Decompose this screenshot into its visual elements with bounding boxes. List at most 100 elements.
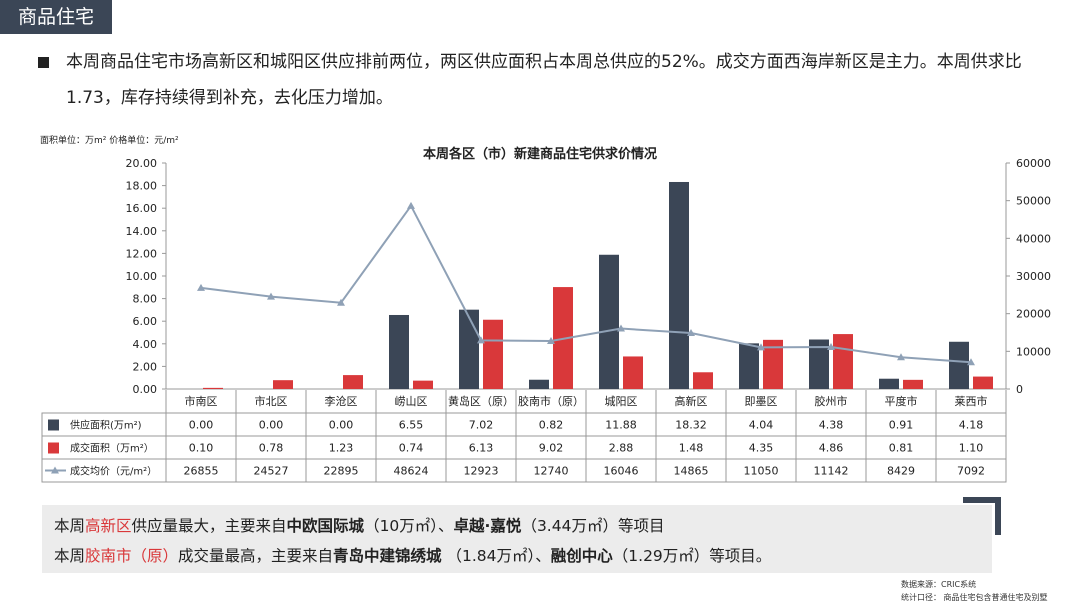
note-text: （10万㎡）、 (364, 517, 454, 535)
y-left-tick-label: 10.00 (126, 270, 158, 283)
y-right-tick-label: 20000 (1016, 308, 1051, 321)
y-right-tick-label: 0 (1016, 383, 1023, 396)
note-line-2: 本周胶南市（原）成交量最高，主要来自青岛中建锦绣城 （1.84万㎡）、融创中心（… (54, 544, 771, 566)
data-label: 0.00 (329, 419, 354, 432)
data-label: 48624 (394, 465, 429, 478)
legend-swatch-marker (51, 466, 59, 474)
price-line (200, 203, 972, 364)
y-right-tick-label: 40000 (1016, 232, 1051, 245)
data-label: 0.81 (889, 442, 914, 455)
data-label: 1.48 (679, 442, 704, 455)
note-project: 融创中心 (550, 547, 613, 565)
chart-axes: 0.00 2.00 4.00 6.00 8.00 10.00 12.00 14.00 16.00… (126, 157, 1052, 396)
supply-bar (669, 181, 689, 389)
data-label: 11.88 (605, 419, 637, 432)
data-source-footnote: 数据来源：CRIC系统 (901, 580, 977, 589)
x-tick-label: 市南区 (185, 394, 218, 408)
data-label: 6.55 (399, 419, 424, 432)
supply-bar (879, 378, 899, 389)
summary-text: 本周商品住宅市场高新区和城阳区供应排前两位，两区供应面积占本周总供应的52%。成… (66, 52, 1022, 108)
x-tick-label: 黄岛区（原） (448, 394, 514, 408)
data-label: 8429 (887, 465, 915, 478)
price-marker (267, 292, 275, 300)
scope-footnote: 统计口径： 商品住宅包含普通住宅及别墅 (901, 593, 1048, 602)
data-label: 9.02 (539, 442, 564, 455)
data-label: 11050 (744, 465, 779, 478)
note-text: 本周 (54, 517, 86, 535)
supply-bar (599, 254, 619, 389)
y-left-tick-label: 20.00 (126, 157, 158, 170)
note-project: 中欧国际城 (286, 517, 365, 535)
note-text: 本周 (54, 547, 86, 565)
legend-label: 成交均价（元/m²） (70, 465, 157, 478)
supply-bar (389, 314, 409, 389)
data-label: 0.82 (539, 419, 564, 432)
y-left-tick-label: 2.00 (133, 360, 158, 373)
x-tick-label: 平度市 (885, 394, 918, 408)
bullet-square-icon (38, 57, 49, 68)
data-label: 1.23 (329, 442, 354, 455)
transaction-bar (763, 339, 783, 389)
supply-bar (529, 379, 549, 389)
note-text: （3.44万㎡）等项目 (521, 517, 665, 535)
corner-bracket (963, 497, 1001, 503)
y-left-tick-label: 6.00 (133, 315, 158, 328)
x-tick-label: 莱西市 (955, 394, 988, 408)
data-label: 18.32 (675, 419, 707, 432)
data-label: 4.35 (749, 442, 774, 455)
data-label: 0.00 (259, 419, 284, 432)
section-tag: 商品住宅 (0, 0, 112, 34)
price-marker (337, 298, 345, 306)
legend-label: 成交面积（万m²） (70, 442, 154, 455)
data-label: 1.10 (959, 442, 984, 455)
unit-note: 面积单位：万m² 价格单位：元/m² (40, 136, 179, 146)
table-border (41, 412, 1007, 483)
chart-data-table: 市南区 市北区 李沧区 崂山区 黄岛区（原） 胶南市（原） 城阳区 高新区 即墨区 胶州市 平度市 莱… (41, 390, 1007, 483)
data-label: 4.18 (959, 419, 984, 432)
data-label: 7092 (957, 465, 985, 478)
supply-bar (809, 339, 829, 389)
data-label: 4.86 (819, 442, 844, 455)
data-label: 0.74 (399, 442, 424, 455)
transaction-bar (973, 376, 993, 389)
data-label: 4.04 (749, 419, 774, 432)
price-marker (757, 343, 765, 351)
x-tick-label: 胶州市 (815, 394, 848, 408)
data-label: 0.91 (889, 419, 914, 432)
transaction-bar (483, 319, 503, 389)
data-label: 24527 (254, 465, 289, 478)
legend-swatch (48, 419, 59, 431)
price-marker (967, 358, 975, 366)
corner-bracket (995, 497, 1001, 535)
price-marker (197, 283, 205, 291)
price-marker (477, 336, 485, 344)
y-right-tick-label: 60000 (1016, 157, 1051, 170)
y-left-tick-label: 14.00 (126, 225, 158, 238)
x-tick-label: 市北区 (255, 394, 288, 408)
note-highlight: 胶南市（原） (85, 547, 179, 565)
note-highlight: 高新区 (85, 517, 132, 535)
data-label: 16046 (604, 465, 639, 478)
data-label: 0.00 (189, 419, 214, 432)
note-project: 青岛中建锦绣城 (333, 547, 442, 565)
price-marker (687, 329, 695, 337)
data-label: 0.78 (259, 442, 284, 455)
transaction-bar (623, 356, 643, 389)
y-left-tick-label: 4.00 (133, 338, 158, 351)
transaction-bar (903, 379, 923, 389)
price-marker (547, 337, 555, 345)
data-label: 12923 (464, 465, 499, 478)
note-text: 供应量最大，主要来自 (131, 517, 287, 535)
data-label: 14865 (674, 465, 709, 478)
y-right-tick-label: 50000 (1016, 195, 1051, 208)
transaction-bar (693, 372, 713, 389)
supply-bar (949, 341, 969, 389)
note-text: （1.84万㎡）、 (441, 547, 551, 565)
note-project: 卓越·嘉悦 (453, 517, 522, 535)
transaction-bar (833, 334, 853, 389)
transaction-bar (273, 380, 293, 389)
note-text: （1.29万㎡）等项目。 (612, 547, 772, 565)
y-left-tick-label: 18.00 (126, 180, 158, 193)
data-label: 2.88 (609, 442, 634, 455)
